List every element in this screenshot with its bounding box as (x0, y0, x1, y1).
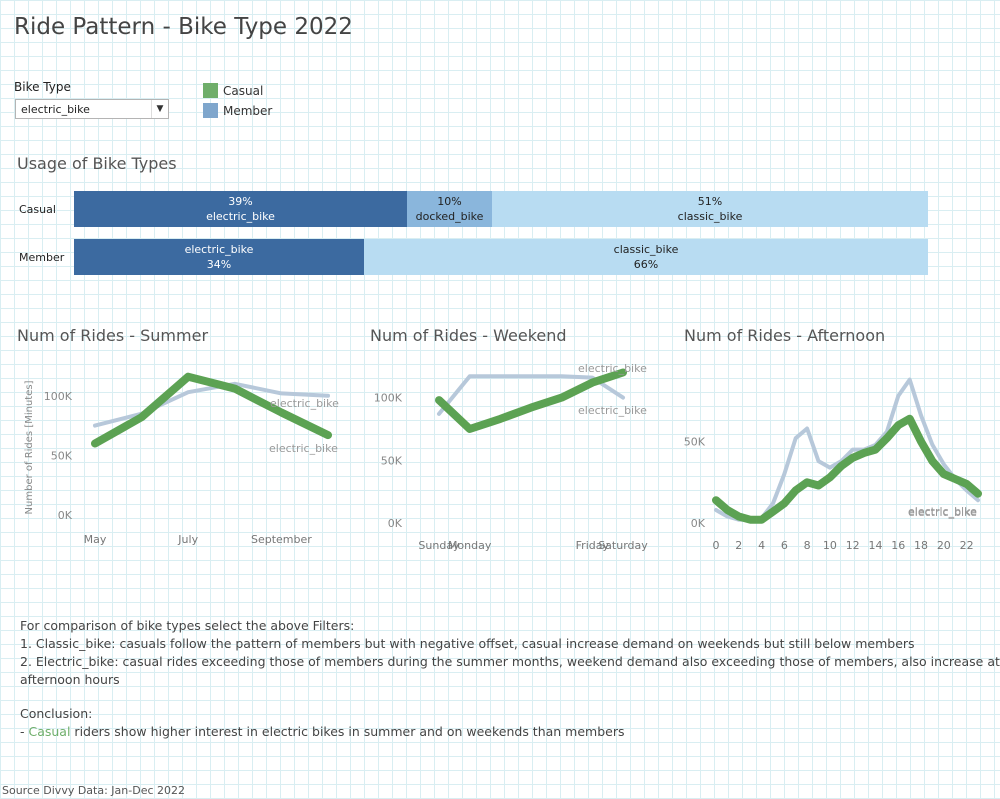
summer-casual-line (91, 372, 332, 448)
summer-xtick-1: July (177, 533, 198, 546)
summer-xtick-0: May (84, 533, 107, 546)
usage-row-label-casual: Casual (19, 203, 56, 216)
afternoon-series-label-1: electric_bike (908, 506, 977, 519)
bar-line-2: docked_bike (415, 210, 484, 223)
note-classic-bike: 1. Classic_bike: casuals follow the patt… (20, 636, 915, 651)
bike-type-dropdown-value: electric_bike (21, 103, 90, 116)
afternoon-ytick-1: 50K (684, 436, 706, 449)
usage-bar-member-classic_bike[interactable]: classic_bike 66% (364, 239, 928, 275)
page-title: Ride Pattern - Bike Type 2022 (14, 14, 353, 40)
afternoon-xtick-7: 14 (868, 539, 882, 552)
afternoon-xtick-5: 10 (823, 539, 837, 552)
conclusion-label: Conclusion: (20, 706, 93, 721)
usage-bar-casual-classic_bike[interactable]: 51% classic_bike (492, 191, 928, 227)
afternoon-member-line (714, 377, 980, 522)
conclusion-text: - Casual riders show higher interest in … (20, 724, 625, 739)
weekend-chart-title: Num of Rides - Weekend (370, 326, 567, 345)
usage-chart-title: Usage of Bike Types (17, 154, 177, 173)
bike-type-dropdown[interactable]: electric_bike ▼ (15, 99, 169, 119)
note-electric-bike: 2. Electric_bike: casual rides exceeding… (20, 654, 1000, 669)
conclusion-rest: riders show higher interest in electric … (70, 724, 625, 739)
afternoon-xtick-3: 6 (781, 539, 788, 552)
bar-line-2: electric_bike (206, 210, 275, 223)
bar-line-2: 66% (633, 258, 659, 271)
summer-xtick-2: September (251, 533, 312, 546)
afternoon-xtick-8: 16 (891, 539, 905, 552)
weekend-series-label-0: electric_bike (578, 362, 647, 375)
afternoon-xtick-1: 2 (735, 539, 742, 552)
chevron-down-icon[interactable]: ▼ (151, 100, 168, 118)
casual-swatch (203, 83, 218, 98)
summer-ytick-1: 50K (51, 449, 73, 462)
summer-ytick-0: 0K (58, 509, 73, 522)
weekend-xtick-0: Sunday (418, 539, 460, 552)
source-note: Source Divvy Data: Jan-Dec 2022 (2, 784, 185, 797)
legend-casual[interactable]: Casual (203, 83, 263, 98)
afternoon-xtick-9: 18 (914, 539, 928, 552)
summer-ytick-2: 100K (44, 390, 73, 403)
bar-line-1: classic_bike (613, 243, 679, 256)
legend-casual-label: Casual (223, 83, 264, 98)
bar-line-2: classic_bike (677, 210, 743, 223)
usage-row-label-member: Member (19, 251, 65, 264)
weekend-ytick-0: 0K (388, 517, 403, 530)
bar-line-1: electric_bike (184, 243, 254, 256)
weekend-xtick-1: Monday (448, 539, 492, 552)
weekend-series-label-1: electric_bike (578, 404, 647, 417)
bar-line-1: 10% (437, 195, 462, 208)
weekend-xtick-2: Friday (576, 539, 610, 552)
legend-member[interactable]: Member (203, 103, 272, 118)
afternoon-ytick-0: 0K (691, 517, 706, 530)
bar-line-1: 39% (228, 195, 253, 208)
afternoon-series-label-0: electric_bike (908, 505, 977, 518)
afternoon-xtick-11: 22 (960, 539, 974, 552)
summer-line-chart: 0K 50K 100K May July September Number of Rides… (24, 372, 339, 546)
legend-member-label: Member (223, 103, 273, 118)
conclusion-casual-highlight: Casual (28, 724, 71, 739)
usage-bar-member-electric_bike[interactable]: electric_bike 34% (74, 239, 364, 275)
afternoon-xtick-4: 8 (804, 539, 811, 552)
summer-chart-title: Num of Rides - Summer (17, 326, 209, 345)
summer-member-line (93, 381, 330, 428)
afternoon-xtick-0: 0 (713, 539, 720, 552)
afternoon-xtick-2: 4 (758, 539, 765, 552)
summer-y-axis-label: Number of Rides [Minutes] (24, 380, 35, 514)
bike-type-filter-label: Bike Type (14, 80, 71, 94)
weekend-xtick-3: Saturday (598, 539, 648, 552)
afternoon-casual-line (712, 414, 982, 524)
weekend-ytick-2: 100K (374, 392, 403, 405)
member-swatch (203, 103, 218, 118)
bar-line-1: 51% (697, 195, 723, 208)
weekend-member-line (437, 374, 625, 416)
weekend-ytick-1: 50K (381, 454, 403, 467)
afternoon-xtick-6: 12 (846, 539, 860, 552)
weekend-casual-line (435, 368, 627, 433)
usage-bar-casual-docked_bike[interactable]: 10% docked_bike (407, 191, 492, 227)
bar-line-2: 34% (206, 258, 232, 271)
conclusion-prefix: - (20, 724, 29, 739)
summer-series-label-0: electric_bike (270, 397, 339, 410)
afternoon-xtick-10: 20 (937, 539, 951, 552)
afternoon-chart-title: Num of Rides - Afternoon (684, 326, 886, 345)
note-electric-bike-cont: afternoon hours (20, 672, 120, 687)
summer-series-label-1: electric_bike (269, 442, 338, 455)
note-intro: For comparison of bike types select the … (20, 618, 355, 633)
usage-bar-casual-electric_bike[interactable]: 39% electric_bike (74, 191, 407, 227)
